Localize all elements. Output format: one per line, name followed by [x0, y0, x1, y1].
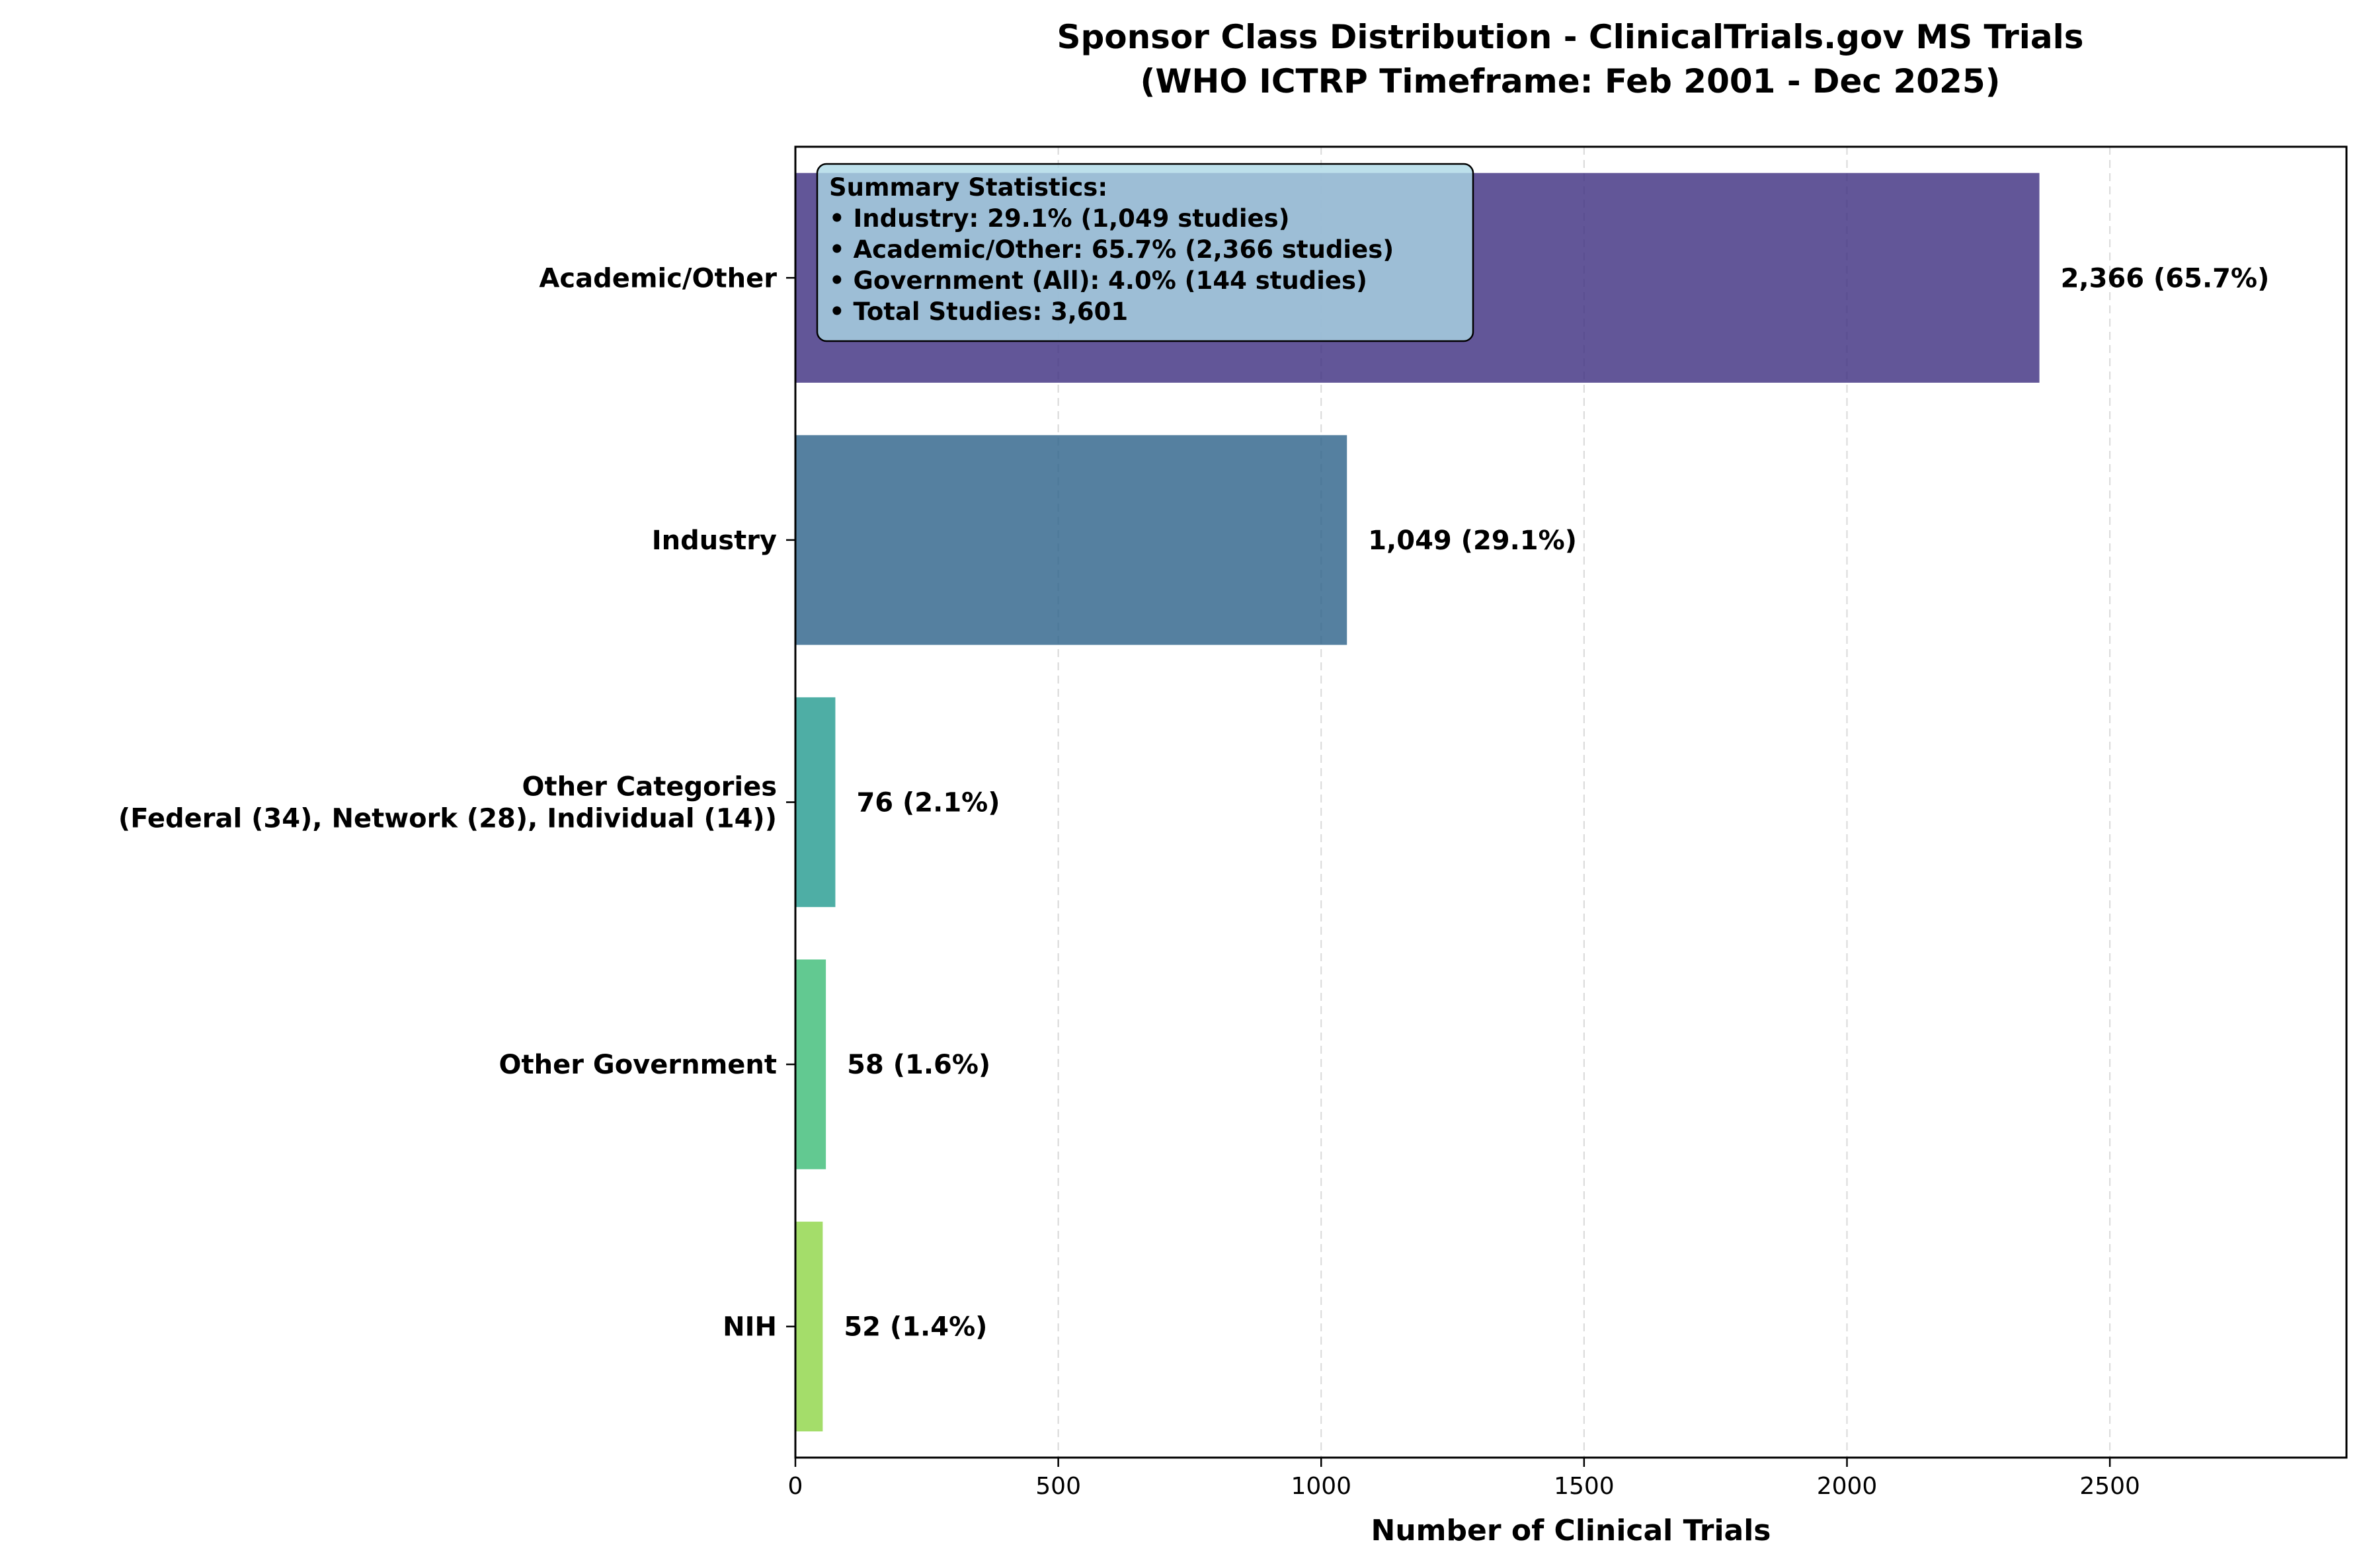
summary-line-4: • Total Studies: 3,601 — [829, 297, 1128, 326]
summary-statistics-box: Summary Statistics:• Industry: 29.1% (1,… — [816, 163, 1474, 342]
bar-value-label-4: 52 (1.4%) — [844, 1312, 987, 1343]
chart-subtitle: (WHO ICTRP Timeframe: Feb 2001 - Dec 202… — [1141, 62, 2001, 100]
summary-box-background — [816, 163, 1474, 342]
bar-3 — [795, 959, 826, 1169]
bar-value-label-0: 2,366 (65.7%) — [2061, 263, 2270, 294]
x-tick-label-2: 1000 — [1291, 1473, 1351, 1500]
bar-2 — [795, 697, 836, 908]
bar-4 — [795, 1222, 823, 1432]
bar-value-label-1: 1,049 (29.1%) — [1368, 526, 1577, 556]
bar-1 — [795, 435, 1347, 645]
summary-line-1: • Industry: 29.1% (1,049 studies) — [829, 204, 1290, 233]
x-tick-label-0: 0 — [788, 1473, 803, 1500]
x-axis: 0 500 1000 1500 2000 2500 — [788, 1458, 2140, 1500]
x-axis-label: Number of Clinical Trials — [1371, 1514, 1771, 1548]
x-tick-label-4: 2000 — [1817, 1473, 1878, 1500]
bar-value-label-2: 76 (2.1%) — [856, 788, 1000, 818]
y-axis: Academic/Other Industry Other Categories (F… — [118, 263, 795, 1343]
y-tick-label-1: Industry — [652, 526, 777, 556]
x-tick-label-1: 500 — [1035, 1473, 1081, 1500]
y-tick-label-2: Other Categories (Federal (34), Network (… — [118, 772, 777, 834]
y-tick-label-3: Other Government — [499, 1050, 777, 1080]
x-tick-label-3: 1500 — [1554, 1473, 1615, 1500]
y-tick-label-4: NIH — [723, 1312, 777, 1343]
x-tick-label-5: 2500 — [2079, 1473, 2140, 1500]
summary-line-0: Summary Statistics: — [829, 173, 1107, 202]
chart-title: Sponsor Class Distribution - ClinicalTri… — [1057, 18, 2083, 56]
summary-line-2: • Academic/Other: 65.7% (2,366 studies) — [829, 235, 1394, 264]
bar-value-label-3: 58 (1.6%) — [847, 1050, 990, 1080]
y-tick-label-0: Academic/Other — [539, 263, 777, 294]
summary-line-3: • Government (All): 4.0% (144 studies) — [829, 266, 1367, 295]
bar-value-labels: 2,366 (65.7%) 1,049 (29.1%) 76 (2.1%) 58 (1… — [844, 263, 2269, 1342]
